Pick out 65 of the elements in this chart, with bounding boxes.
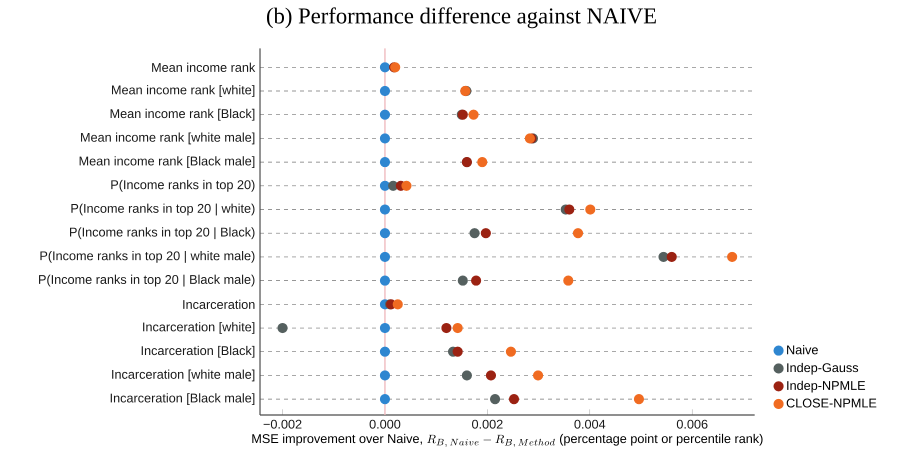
point <box>477 157 488 168</box>
y-tick-label: Mean income rank [white] <box>112 85 254 97</box>
legend-label: Indep-NPMLE <box>787 380 866 393</box>
point <box>380 204 390 215</box>
y-tick-label: P(Income ranks in top 20 | white male) <box>40 250 254 263</box>
point <box>392 299 403 310</box>
x-tick-label: 0.006 <box>676 420 708 429</box>
point <box>452 346 463 357</box>
point <box>666 252 677 262</box>
point <box>572 228 584 238</box>
point <box>380 370 390 380</box>
point <box>380 110 390 120</box>
y-tick-label: Incarceration [Black male] <box>110 393 254 406</box>
point <box>441 322 452 334</box>
y-tick-label: P(Income ranks in top 20) <box>111 180 254 192</box>
y-tick-label: Mean income rank [Black] <box>110 108 254 121</box>
x-axis-title: $\mbox{MSE improvement over Naive, }R_{B,\,Naive} - R_{B,\,Method}\mbox{ (percentage point or percentile rank)}$ <box>252 434 763 448</box>
point <box>634 394 644 404</box>
point <box>462 370 472 380</box>
y-tick-label: Mean income rank [Black male] <box>80 156 254 168</box>
point <box>380 157 390 168</box>
point <box>727 252 738 262</box>
legend-label: Naive <box>787 345 818 354</box>
point <box>380 252 390 262</box>
y-tick-label: Mean income rank [white male] <box>81 132 254 144</box>
y-tick-label: Incarceration <box>183 300 254 309</box>
y-tick-label: Mean income rank <box>152 62 256 72</box>
point <box>380 228 390 238</box>
point <box>533 370 544 380</box>
point <box>471 276 482 286</box>
y-tick-label: Incarceration [white] <box>143 322 254 334</box>
point <box>380 86 390 96</box>
point <box>564 204 574 215</box>
x-tick-label: 0.000 <box>370 420 400 429</box>
point <box>380 322 390 334</box>
point <box>401 180 412 191</box>
point <box>480 228 491 238</box>
point <box>452 322 463 334</box>
y-tick-label: Incarceration [Black] <box>142 346 254 358</box>
point <box>458 276 468 286</box>
chart-title: (b) Performance difference against NAIVE <box>266 7 656 28</box>
legend-label: CLOSE-NPMLE <box>786 398 876 408</box>
point <box>508 394 520 404</box>
point <box>506 346 516 357</box>
y-tick-label: P(Income ranks in top 20 | Black male) <box>39 274 254 287</box>
point <box>486 370 496 380</box>
y-tick-label: P(Income ranks in top 20 | Black) <box>70 227 254 240</box>
point <box>490 394 500 404</box>
x-tick-label: −0.002 <box>264 420 302 429</box>
point <box>585 204 596 215</box>
y-tick-label: P(Income ranks in top 20 | white) <box>71 204 254 216</box>
point <box>380 346 390 357</box>
point <box>470 228 480 238</box>
point <box>563 276 574 286</box>
point <box>380 133 390 144</box>
legend-label: Indep-Gauss <box>787 362 858 375</box>
x-tick-label: 0.004 <box>574 420 606 429</box>
point <box>380 394 390 404</box>
point <box>380 62 390 72</box>
x-tick-label: 0.002 <box>472 420 503 429</box>
point <box>277 322 288 334</box>
point <box>468 110 479 120</box>
point <box>658 252 669 262</box>
point <box>380 276 390 286</box>
y-tick-label: Incarceration [white male] <box>112 370 254 382</box>
